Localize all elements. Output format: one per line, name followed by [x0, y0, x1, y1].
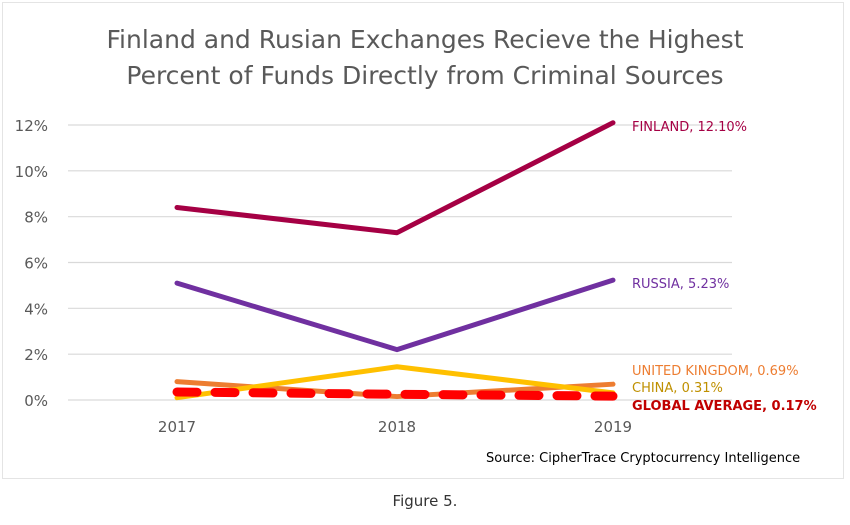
series-line-china [174, 364, 616, 401]
data-label-global-average: GLOBAL AVERAGE, 0.17% [632, 399, 817, 414]
series-line-russia [174, 277, 616, 353]
data-label-united-kingdom: UNITED KINGDOM, 0.69% [632, 364, 799, 379]
x-tick-label: 2017 [158, 418, 196, 436]
y-tick-label: 0% [24, 392, 48, 410]
x-tick-label: 2018 [378, 418, 416, 436]
chart-frame [2, 2, 844, 479]
y-tick-label: 4% [24, 300, 48, 318]
data-label-russia: RUSSIA, 5.23% [632, 277, 729, 292]
y-tick-label: 8% [24, 209, 48, 227]
data-label-china: CHINA, 0.31% [632, 381, 723, 396]
y-tick-label: 6% [24, 255, 48, 273]
series-line-finland [174, 120, 616, 236]
y-tick-label: 12% [15, 117, 48, 135]
y-tick-label: 2% [24, 346, 48, 364]
series-line-global-average [172, 387, 618, 401]
chart-title: Finland and Rusian Exchanges Recieve the… [0, 22, 850, 94]
title-line-2: Percent of Funds Directly from Criminal … [126, 61, 724, 90]
title-line-1: Finland and Rusian Exchanges Recieve the… [106, 25, 744, 54]
source-note: Source: CipherTrace Cryptocurrency Intel… [486, 451, 801, 466]
x-tick-label: 2019 [594, 418, 632, 436]
y-tick-label: 10% [15, 163, 48, 181]
data-label-finland: FINLAND, 12.10% [632, 120, 747, 135]
figure-caption: Figure 5. [392, 492, 458, 510]
